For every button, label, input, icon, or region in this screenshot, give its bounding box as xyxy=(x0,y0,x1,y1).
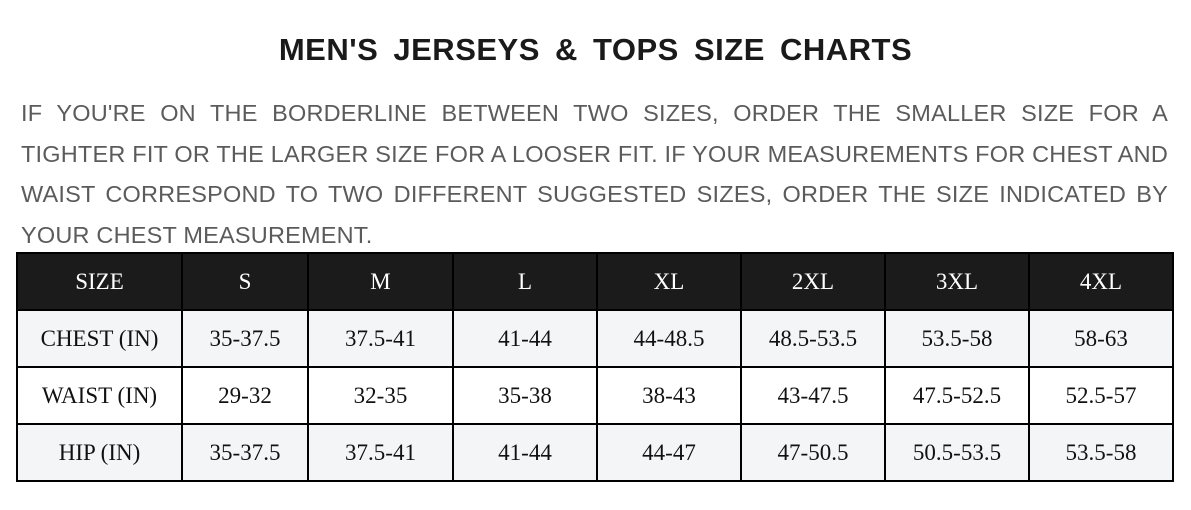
row-label-cell: WAIST (IN) xyxy=(16,366,183,425)
page-title: MEN'S JERSEYS & TOPS SIZE CHARTS xyxy=(278,32,913,67)
table-cell: M xyxy=(307,252,454,311)
table-cell: 35-37.5 xyxy=(181,423,309,482)
sizing-note: IF YOU'RE ON THE BORDERLINE BETWEEN TWO … xyxy=(21,100,1168,248)
table-cell: 2XL xyxy=(740,252,886,311)
table-cell: 44-48.5 xyxy=(596,309,742,368)
row-label-cell: HIP (IN) xyxy=(16,423,183,482)
table-cell: 58-63 xyxy=(1028,309,1174,368)
table-cell: 53.5-58 xyxy=(884,309,1030,368)
table-cell: 4XL xyxy=(1028,252,1174,311)
table-cell: L xyxy=(452,252,598,311)
row-label-cell: CHEST (IN) xyxy=(16,309,183,368)
table-cell: 35-37.5 xyxy=(181,309,309,368)
table-cell: 35-38 xyxy=(452,366,598,425)
table-cell: 47.5-52.5 xyxy=(884,366,1030,425)
table-row: CHEST (IN) 35-37.5 37.5-41 41-44 44-48.5 48.5… xyxy=(16,309,1174,368)
table-cell: 38-43 xyxy=(596,366,742,425)
table-cell: 52.5-57 xyxy=(1028,366,1174,425)
table-cell: 32-35 xyxy=(307,366,454,425)
size-chart-table: SIZE S M L XL 2XL 3XL 4XL CHEST (IN) 35-37.5 37.5-… xyxy=(16,252,1174,482)
table-cell: 41-44 xyxy=(452,309,598,368)
table-cell: 3XL xyxy=(884,252,1030,311)
table-cell: 37.5-41 xyxy=(307,423,454,482)
table-cell: 41-44 xyxy=(452,423,598,482)
table-cell: 29-32 xyxy=(181,366,309,425)
table-cell: 44-47 xyxy=(596,423,742,482)
table-cell: 48.5-53.5 xyxy=(740,309,886,368)
table-cell: 50.5-53.5 xyxy=(884,423,1030,482)
row-label-cell: SIZE xyxy=(16,252,183,311)
table-row: HIP (IN) 35-37.5 37.5-41 41-44 44-47 47-50.5 5… xyxy=(16,423,1174,482)
table-cell: 47-50.5 xyxy=(740,423,886,482)
table-cell: S xyxy=(181,252,309,311)
table-cell: 37.5-41 xyxy=(307,309,454,368)
table-cell: XL xyxy=(596,252,742,311)
table-cell: 53.5-58 xyxy=(1028,423,1174,482)
table-row: WAIST (IN) 29-32 32-35 35-38 38-43 43-47.5 47.… xyxy=(16,366,1174,425)
table-cell: 43-47.5 xyxy=(740,366,886,425)
table-header-row: SIZE S M L XL 2XL 3XL 4XL xyxy=(16,252,1174,311)
